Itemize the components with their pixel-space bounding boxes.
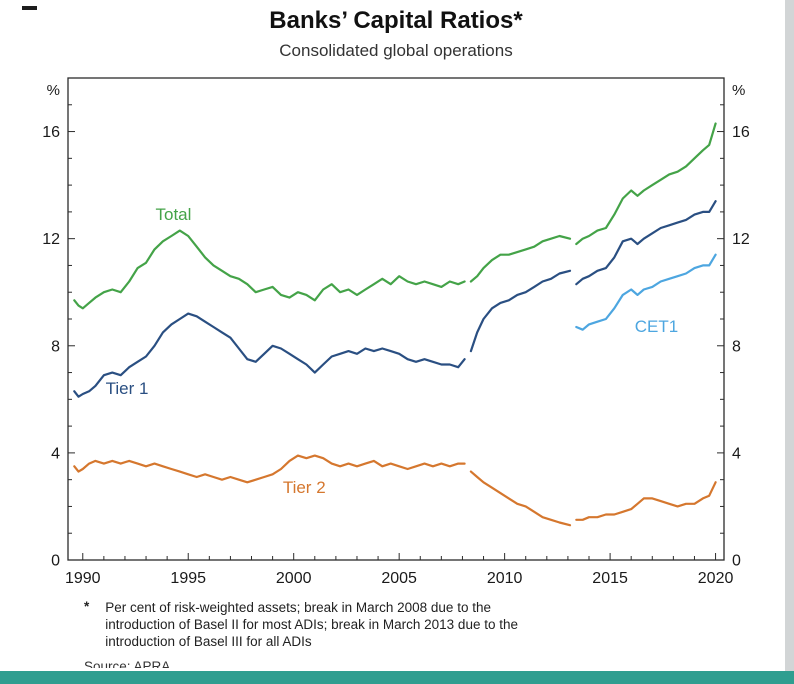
x-tick-label: 2005 bbox=[381, 570, 417, 587]
series-line-tier-1 bbox=[73, 312, 466, 398]
series-label-cet1: CET1 bbox=[634, 317, 679, 337]
series-label-total: Total bbox=[155, 204, 192, 224]
chart-subtitle: Consolidated global operations bbox=[279, 41, 513, 60]
taskbar-edge-strip bbox=[0, 671, 794, 684]
footnote-text: Per cent of risk-weighted assets; break … bbox=[105, 599, 518, 650]
series-line-tier-1 bbox=[469, 269, 572, 353]
desktop-edge-right-strip bbox=[785, 0, 794, 684]
x-tick-label: 2015 bbox=[592, 570, 628, 587]
series-line-total bbox=[73, 229, 466, 310]
footnote-line-2: introduction of Basel II for most ADIs; … bbox=[105, 617, 518, 632]
series-line-tier-2 bbox=[469, 470, 572, 527]
y-tick-label-left: 8 bbox=[51, 338, 60, 355]
y-tick-label-left: 12 bbox=[42, 231, 60, 248]
y-tick-label-left: 4 bbox=[51, 445, 60, 462]
y-tick-label-right: 4 bbox=[732, 445, 741, 462]
footnote-marker: * bbox=[84, 599, 90, 614]
unit-label-right: % bbox=[732, 82, 745, 99]
series-label-tier2: Tier 2 bbox=[282, 477, 326, 497]
series-line-total bbox=[469, 234, 572, 283]
footnote-line-3: introduction of Basel III for all ADIs bbox=[105, 634, 312, 649]
y-tick-label-right: 0 bbox=[732, 553, 741, 570]
unit-label-left: % bbox=[47, 82, 60, 99]
y-tick-label-left: 0 bbox=[51, 553, 60, 570]
series-line-tier-1 bbox=[575, 200, 717, 286]
chart-footnote: * Per cent of risk-weighted assets; brea… bbox=[84, 599, 724, 650]
y-tick-label-right: 16 bbox=[732, 124, 750, 141]
x-tick-label: 1990 bbox=[65, 570, 101, 587]
y-tick-label-left: 16 bbox=[42, 124, 60, 141]
plot-frame bbox=[67, 77, 725, 561]
x-tick-label: 1995 bbox=[170, 570, 206, 587]
footnote-line-1: Per cent of risk-weighted assets; break … bbox=[105, 600, 491, 615]
window-artifact-dash bbox=[22, 6, 37, 10]
x-tick-label: 2020 bbox=[698, 570, 734, 587]
series-label-tier1: Tier 1 bbox=[105, 378, 149, 398]
source-line: Source: APRA bbox=[84, 659, 171, 668]
x-tick-label: 2000 bbox=[276, 570, 312, 587]
series-line-tier-2 bbox=[575, 481, 717, 521]
series-line-total bbox=[575, 122, 717, 246]
y-tick-label-right: 8 bbox=[732, 338, 741, 355]
chart-title: Banks’ Capital Ratios* bbox=[269, 7, 523, 34]
series-line-tier-2 bbox=[73, 454, 466, 484]
y-tick-label-right: 12 bbox=[732, 231, 750, 248]
series-line-cet1 bbox=[575, 253, 717, 331]
x-tick-label: 2010 bbox=[487, 570, 523, 587]
